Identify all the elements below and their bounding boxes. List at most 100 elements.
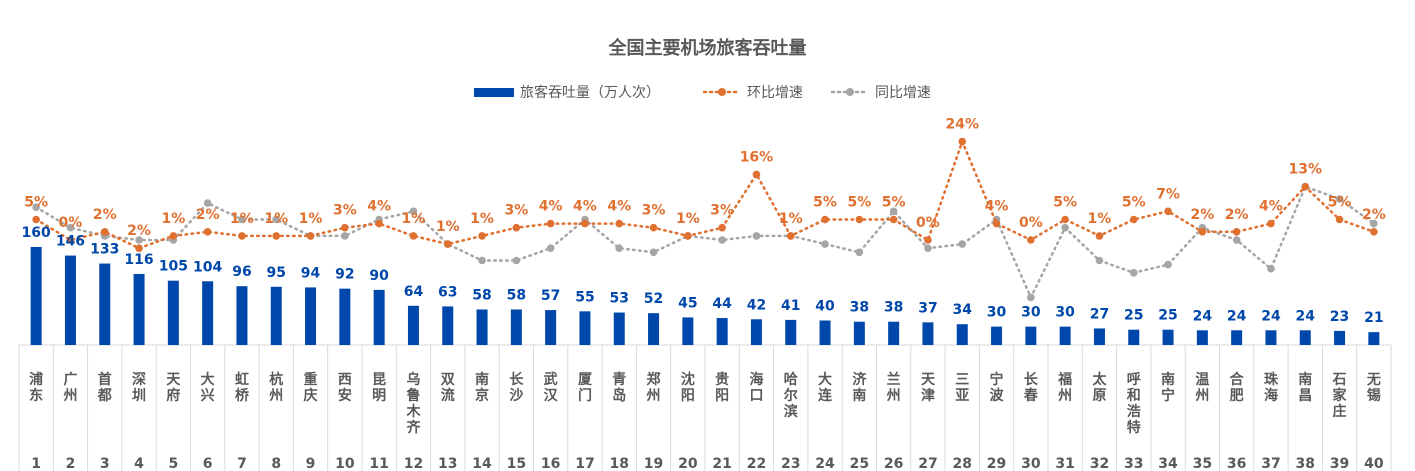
rank-label: 8 bbox=[271, 456, 281, 471]
mom-value-label: 1% bbox=[161, 211, 185, 227]
yoy-point bbox=[1370, 219, 1378, 228]
rank-label: 10 bbox=[335, 456, 355, 471]
yoy-point bbox=[341, 232, 349, 240]
bar-value-label: 146 bbox=[56, 234, 85, 250]
mom-point bbox=[752, 170, 761, 179]
mom-point bbox=[100, 228, 109, 236]
category-label: 贵阳 bbox=[715, 371, 729, 404]
category-label: 珠海 bbox=[1264, 371, 1279, 404]
mom-point bbox=[1301, 182, 1310, 191]
bar-value-label: 37 bbox=[918, 300, 937, 316]
yoy-line bbox=[34, 185, 1376, 299]
legend: 旅客吞吐量（万人次） 环比增速 同比增速 bbox=[0, 82, 1415, 102]
category-label: 武汉 bbox=[544, 371, 559, 404]
category-label: 三亚 bbox=[955, 372, 969, 404]
category-label: 厦门 bbox=[578, 372, 593, 404]
category-label: 太原 bbox=[1092, 371, 1107, 404]
mom-point bbox=[1198, 228, 1207, 236]
bar-value-label: 42 bbox=[747, 297, 766, 313]
bar bbox=[956, 324, 968, 345]
mom-value-label: 1% bbox=[470, 211, 494, 227]
legend-item-throughput: 旅客吞吐量（万人次） bbox=[474, 82, 660, 102]
bar bbox=[545, 310, 557, 345]
rank-label: 18 bbox=[610, 456, 629, 471]
rank-label: 3 bbox=[100, 456, 110, 471]
category-label: 杭州 bbox=[268, 371, 283, 404]
bar bbox=[339, 288, 351, 345]
bar bbox=[1334, 330, 1346, 345]
mom-point bbox=[889, 215, 898, 224]
bar bbox=[648, 313, 660, 345]
bar-value-label: 58 bbox=[507, 287, 526, 303]
rank-label: 29 bbox=[987, 456, 1006, 471]
bar bbox=[785, 319, 797, 345]
mom-point bbox=[1095, 232, 1104, 240]
rank-label: 11 bbox=[369, 456, 388, 471]
category-label: 首都 bbox=[97, 371, 112, 404]
rank-label: 40 bbox=[1364, 456, 1384, 471]
yoy-point bbox=[546, 244, 555, 252]
rank-label: 16 bbox=[541, 456, 560, 471]
yoy-point bbox=[512, 256, 521, 265]
bar bbox=[305, 287, 317, 345]
mom-value-label: 4% bbox=[573, 199, 597, 215]
category-label: 无锡 bbox=[1366, 372, 1381, 404]
mom-value-label: 4% bbox=[607, 199, 631, 215]
category-label: 沈阳 bbox=[681, 371, 695, 404]
mom-value-label: 5% bbox=[1053, 195, 1077, 211]
chart-title: 全国主要机场旅客吞吐量 bbox=[608, 38, 807, 59]
mom-point bbox=[924, 236, 932, 244]
category-label: 哈尔滨 bbox=[784, 371, 798, 420]
bar bbox=[991, 326, 1003, 345]
bar-value-label: 55 bbox=[575, 289, 594, 305]
yoy-point bbox=[1095, 256, 1104, 265]
category-label: 兰州 bbox=[886, 371, 901, 404]
yoy-point bbox=[615, 244, 624, 252]
category-label: 南京 bbox=[475, 371, 489, 404]
mom-value-label: 1% bbox=[1088, 211, 1112, 227]
bar-value-label: 24 bbox=[1193, 308, 1213, 324]
bar bbox=[1368, 332, 1380, 345]
category-label: 广州 bbox=[62, 371, 77, 404]
bar-value-label: 58 bbox=[472, 287, 491, 303]
rank-label: 26 bbox=[884, 456, 903, 471]
mom-point bbox=[341, 223, 349, 232]
bar-value-label: 34 bbox=[953, 302, 973, 318]
bar-value-label: 41 bbox=[781, 298, 800, 314]
yoy-point bbox=[478, 256, 486, 265]
mom-value-label: 1% bbox=[402, 211, 426, 227]
rank-label: 13 bbox=[438, 456, 457, 471]
mom-value-label: 7% bbox=[1156, 186, 1180, 202]
yoy-point bbox=[1335, 195, 1344, 203]
legend-item-yoy: 同比增速 bbox=[831, 82, 931, 102]
category-label: 温州 bbox=[1194, 372, 1209, 404]
bar bbox=[716, 318, 728, 345]
category-label: 昆明 bbox=[372, 372, 386, 404]
category-label: 天津 bbox=[921, 372, 936, 404]
bar bbox=[373, 289, 385, 345]
category-table bbox=[18, 344, 1392, 471]
rank-label: 2 bbox=[66, 456, 76, 471]
rank-label: 25 bbox=[850, 456, 869, 471]
mom-point bbox=[238, 232, 246, 240]
rank-label: 27 bbox=[918, 456, 937, 471]
bar bbox=[1265, 330, 1277, 345]
mom-point bbox=[855, 215, 864, 224]
bar bbox=[99, 263, 111, 345]
bar-value-label: 104 bbox=[193, 259, 222, 275]
legend-label-mom: 环比增速 bbox=[747, 85, 803, 101]
bar bbox=[407, 305, 419, 345]
mom-value-label: 0% bbox=[916, 215, 940, 231]
category-label: 大兴 bbox=[201, 371, 215, 404]
category-label: 大连 bbox=[818, 371, 833, 404]
mom-point bbox=[615, 219, 624, 228]
mom-line bbox=[34, 140, 1376, 250]
bar bbox=[888, 321, 900, 345]
rank-label: 35 bbox=[1193, 456, 1212, 471]
mom-point bbox=[409, 232, 418, 240]
yoy-point bbox=[821, 240, 829, 248]
yoy-point bbox=[855, 248, 864, 257]
bar-value-label: 25 bbox=[1158, 308, 1177, 324]
bar-value-label: 45 bbox=[678, 295, 697, 311]
